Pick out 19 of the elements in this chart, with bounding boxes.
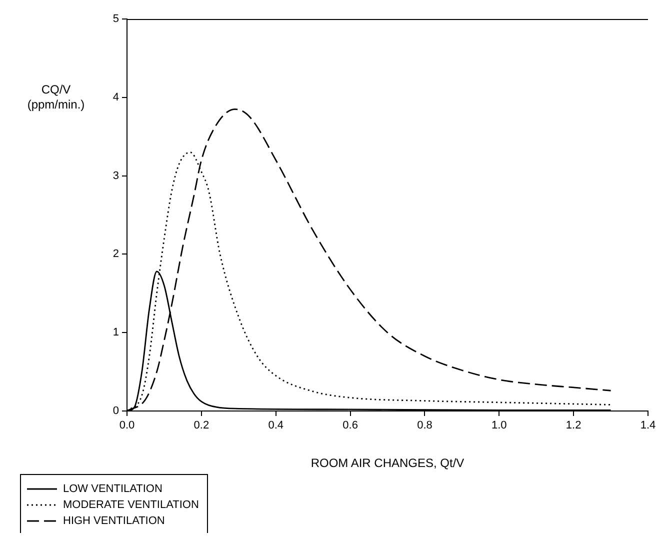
x-tick-label: 0.8 xyxy=(417,420,432,432)
y-tick-label: 4 xyxy=(112,91,119,104)
x-tick-label: 1.2 xyxy=(566,420,582,432)
y-tick-label: 1 xyxy=(112,326,119,339)
y-axis-title: CQ/V (ppm/min.) xyxy=(27,82,85,112)
y-tick-label: 5 xyxy=(112,13,119,26)
y-tick-label: 0 xyxy=(112,405,119,418)
y-tick-label: 3 xyxy=(112,170,119,182)
legend-label: HIGH VENTILATION xyxy=(63,515,165,527)
x-tick-label: 0.2 xyxy=(194,420,210,432)
x-axis-title: ROOM AIR CHANGES, Qt/V xyxy=(310,456,464,470)
x-tick-label: 0.6 xyxy=(342,420,358,432)
x-tick-label: 0.4 xyxy=(268,420,284,432)
legend-label: LOW VENTILATION xyxy=(63,483,162,495)
legend-label: MODERATE VENTILATION xyxy=(63,499,199,511)
x-tick-label: 0.0 xyxy=(119,420,135,432)
x-tick-label: 1.0 xyxy=(491,420,507,432)
y-tick-label: 2 xyxy=(112,248,119,260)
x-tick-label: 1.4 xyxy=(640,420,656,432)
